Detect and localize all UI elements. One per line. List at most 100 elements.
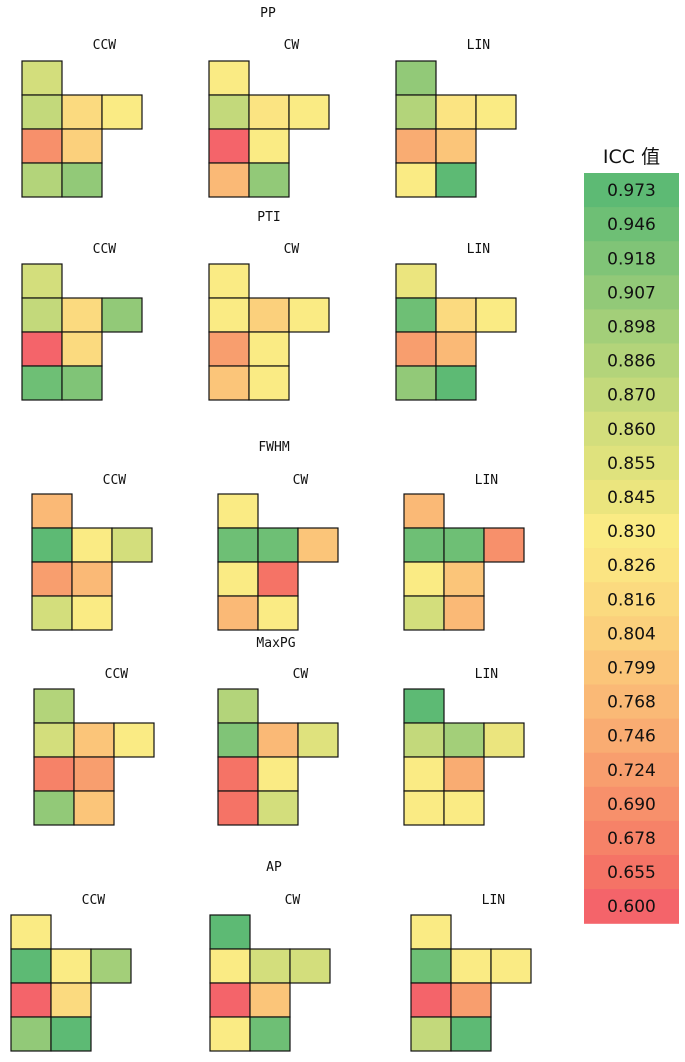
heat-cell xyxy=(443,790,485,826)
heat-cell xyxy=(403,790,445,826)
heat-cell xyxy=(288,94,330,130)
heat-cell xyxy=(208,365,250,401)
legend-swatch xyxy=(584,377,679,413)
heat-cell xyxy=(249,948,291,984)
heat-cell xyxy=(217,722,259,758)
heat-cell xyxy=(21,60,63,96)
heat-cell xyxy=(61,128,103,164)
heat-cell xyxy=(450,1016,492,1052)
legend-label: 0.973 xyxy=(607,181,656,201)
legend-label: 0.855 xyxy=(607,454,656,474)
heat-cell xyxy=(395,365,437,401)
legend-label: 0.907 xyxy=(607,283,656,303)
heat-cell xyxy=(209,914,251,950)
legend-label: 0.768 xyxy=(607,693,656,713)
heat-cell xyxy=(50,982,92,1018)
panel-label-ap-ccw: CCW xyxy=(82,893,106,908)
heat-cell xyxy=(208,60,250,96)
panel-label-fwhm-cw: CW xyxy=(293,473,309,488)
heat-cell xyxy=(208,94,250,130)
heat-cell xyxy=(403,756,445,792)
heat-cell xyxy=(21,162,63,198)
heat-cell xyxy=(249,1016,291,1052)
heat-cell xyxy=(217,561,259,597)
panel-label-pti-cw: CW xyxy=(284,242,300,257)
heat-cell xyxy=(297,722,339,758)
legend-label: 0.826 xyxy=(607,556,656,576)
heat-cell xyxy=(483,722,525,758)
heat-cell xyxy=(490,948,532,984)
legend-swatch xyxy=(584,616,679,651)
heat-cell xyxy=(288,297,330,333)
heat-cell xyxy=(435,365,477,401)
heat-cell xyxy=(475,94,517,130)
group-title-fwhm: FWHM xyxy=(258,440,289,455)
heat-cell xyxy=(435,162,477,198)
heat-cell xyxy=(61,331,103,367)
panel-label-fwhm-ccw: CCW xyxy=(103,473,127,488)
heat-cell xyxy=(101,94,143,130)
legend-label: 0.918 xyxy=(607,249,656,269)
heat-cell xyxy=(297,527,339,563)
group-title-maxpg: MaxPG xyxy=(256,636,295,651)
legend-label: 0.946 xyxy=(607,215,656,235)
heat-cell xyxy=(403,493,445,529)
legend-swatch xyxy=(584,275,679,310)
heat-cell xyxy=(61,162,103,198)
heat-cell xyxy=(50,948,92,984)
heat-cell xyxy=(450,948,492,984)
legend-swatch xyxy=(584,820,679,856)
heat-cell xyxy=(443,595,485,631)
heat-cell xyxy=(410,982,452,1018)
legend-swatch xyxy=(584,309,679,345)
heat-cell xyxy=(10,914,52,950)
panel-label-ap-lin: LIN xyxy=(482,893,505,908)
heat-cell xyxy=(257,595,299,631)
heat-cell xyxy=(395,128,437,164)
heat-cell xyxy=(217,595,259,631)
heat-cell xyxy=(10,1016,52,1052)
legend-label: 0.804 xyxy=(607,624,656,644)
heat-cell xyxy=(403,688,445,724)
heat-cell xyxy=(21,365,63,401)
heat-cell xyxy=(208,128,250,164)
heat-cell xyxy=(443,527,485,563)
heat-cell xyxy=(395,162,437,198)
legend-swatch xyxy=(584,889,679,924)
heat-cell xyxy=(21,331,63,367)
heat-cell xyxy=(217,527,259,563)
heat-cell xyxy=(443,561,485,597)
heat-cell xyxy=(435,94,477,130)
heat-cell xyxy=(248,331,290,367)
heat-cell xyxy=(410,914,452,950)
heat-cell xyxy=(33,790,75,826)
legend-swatch xyxy=(584,411,679,447)
heat-cell xyxy=(21,128,63,164)
legend-swatch xyxy=(584,855,679,890)
heat-cell xyxy=(435,331,477,367)
legend-swatch xyxy=(584,548,679,583)
heat-cell xyxy=(73,790,115,826)
heat-cell xyxy=(209,1016,251,1052)
heat-cell xyxy=(50,1016,92,1052)
heat-cell xyxy=(31,493,73,529)
legend-label: 0.816 xyxy=(607,590,656,610)
heat-cell xyxy=(61,365,103,401)
panel-label-maxpg-cw: CW xyxy=(293,667,309,682)
heat-cell xyxy=(31,561,73,597)
heat-cell xyxy=(443,756,485,792)
heat-cell xyxy=(208,297,250,333)
heat-cell xyxy=(31,595,73,631)
legend-label: 0.724 xyxy=(607,761,656,781)
legend-swatch xyxy=(584,786,679,822)
heat-cell xyxy=(248,128,290,164)
legend-swatch xyxy=(584,207,679,242)
panel-label-pti-lin: LIN xyxy=(467,242,490,257)
group-title-ap: AP xyxy=(266,860,282,875)
heat-cell xyxy=(395,60,437,96)
heat-cell xyxy=(257,756,299,792)
heat-cell xyxy=(10,948,52,984)
heat-cell xyxy=(289,948,331,984)
heat-cell xyxy=(73,722,115,758)
legend-label: 0.898 xyxy=(607,317,656,337)
